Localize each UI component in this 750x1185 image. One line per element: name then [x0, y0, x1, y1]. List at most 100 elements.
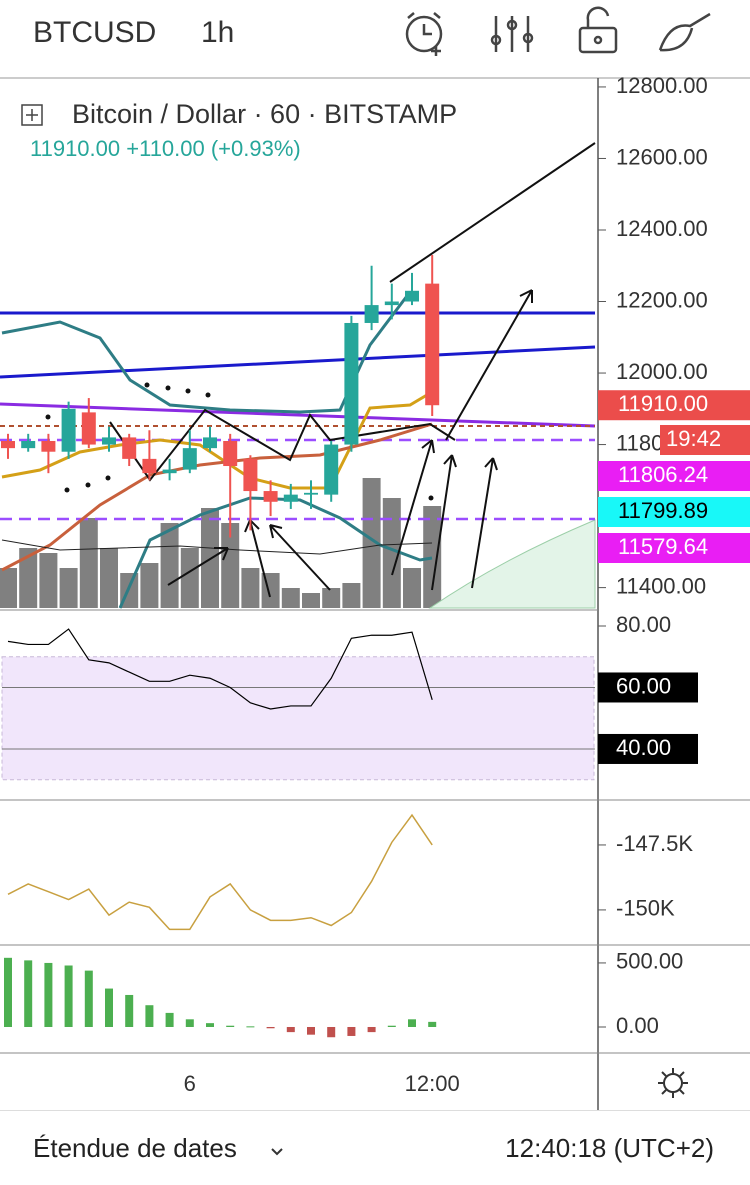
tick-badge — [598, 672, 698, 703]
footer: Étendue de dates 12:40:18 (UTC+2) — [0, 1110, 750, 1185]
candle-body — [243, 458, 258, 492]
candle-body — [324, 444, 339, 495]
candle-body — [384, 301, 399, 306]
candle-body — [283, 494, 298, 502]
volume-bar — [160, 523, 179, 608]
psar-dots — [45, 382, 434, 501]
indicator-line — [7, 628, 433, 710]
tick-badge — [598, 733, 698, 764]
trend-line — [0, 345, 596, 379]
volume-bar — [100, 548, 118, 608]
symbol[interactable]: BTCUSD — [33, 16, 156, 49]
histogram-bar — [185, 1019, 194, 1027]
volume-bar — [0, 568, 17, 608]
histogram-bar — [246, 1026, 255, 1028]
candle-body — [304, 492, 318, 495]
volume-bar — [180, 548, 199, 608]
volume-bar — [281, 588, 300, 608]
price-badge-label: 11806.24 — [618, 462, 708, 487]
histogram-bar — [428, 1021, 437, 1027]
chevron — [271, 1148, 283, 1156]
histogram-bar — [4, 957, 12, 1027]
histogram-bar — [327, 1026, 336, 1038]
candle-body — [81, 412, 96, 445]
histogram-bar — [64, 965, 73, 1027]
draw-icon[interactable] — [658, 12, 711, 52]
y-tick-label: -147.5K — [616, 831, 693, 856]
y-tick-label: 40.00 — [616, 735, 671, 760]
y-tick-label: 12800.00 — [616, 73, 708, 98]
volume-average — [1, 539, 433, 555]
legend-quote: 11910.00 +110.00 (+0.93%) — [30, 136, 301, 161]
y-tick-label: 500.00 — [616, 949, 683, 974]
candle-body — [182, 448, 197, 470]
rsi-band — [1, 656, 595, 781]
y-tick-label: 12600.00 — [616, 144, 708, 169]
lock-icon[interactable] — [578, 6, 618, 54]
y-tick-label: -150K — [616, 896, 675, 921]
y-tick-label: 12400.00 — [616, 216, 708, 241]
alarm-icon[interactable] — [405, 12, 443, 56]
volume-bar — [140, 563, 159, 608]
settings-icon[interactable] — [663, 1073, 683, 1093]
moving-average — [1, 422, 433, 572]
candle-body — [21, 440, 36, 449]
histogram-bar — [125, 994, 134, 1027]
candle-body — [162, 469, 177, 474]
candle-body — [364, 305, 379, 323]
countdown-badge — [660, 425, 750, 455]
histogram-bar — [226, 1025, 235, 1027]
cloud — [428, 519, 596, 609]
indicator-line — [7, 813, 433, 931]
y-tick-label: 11400.00 — [616, 573, 706, 598]
candle-body — [1, 440, 15, 449]
y-tick-label: 80.00 — [616, 612, 671, 637]
price-badge-label: 11799.89 — [618, 498, 708, 523]
histogram-bar — [387, 1025, 396, 1027]
histogram-bar — [347, 1026, 356, 1036]
candle-body — [263, 491, 278, 502]
price-badge — [598, 533, 750, 563]
candle-body — [142, 458, 157, 474]
histogram-bar — [286, 1026, 295, 1033]
volume-bar — [382, 498, 401, 608]
date-range[interactable]: Étendue de dates — [33, 1133, 237, 1163]
volume-bar — [362, 478, 381, 608]
histogram-bar — [165, 1012, 174, 1027]
candle-body — [223, 440, 238, 467]
y-tick-label: 60.00 — [616, 673, 671, 698]
candle-body — [405, 290, 419, 302]
header-bg — [0, 0, 750, 78]
candle-body — [61, 408, 76, 452]
histogram-bar — [266, 1026, 275, 1029]
volume-bar — [423, 506, 442, 608]
histogram-bar — [307, 1026, 315, 1035]
candle-body — [425, 283, 440, 406]
histogram-bar — [206, 1023, 214, 1027]
interval[interactable]: 1h — [201, 16, 234, 49]
volume-bar — [19, 548, 38, 608]
volume-bar — [221, 523, 240, 608]
arrows — [109, 142, 596, 598]
y-tick-label: 12200.00 — [616, 287, 708, 312]
volume-bar — [342, 583, 361, 608]
indicators-icon[interactable] — [490, 16, 534, 52]
y-tick-label: 12000.00 — [616, 359, 708, 384]
histogram-bar — [84, 970, 93, 1027]
price-badge — [598, 461, 750, 491]
volume-bar — [59, 568, 78, 608]
trend-line — [0, 402, 596, 428]
chart: BTCUSD 1h — [0, 0, 750, 1110]
y-tick-label: 1180 — [616, 430, 663, 455]
volume-bar — [322, 588, 341, 608]
volume-bar — [403, 568, 421, 608]
clock[interactable]: 12:40:18 (UTC+2) — [505, 1133, 714, 1163]
candle-body — [344, 322, 359, 445]
collapse-button[interactable] — [21, 104, 43, 126]
settings-rays — [658, 1068, 688, 1098]
bollinger-lower — [118, 496, 433, 609]
collapse-icon — [26, 109, 38, 121]
countdown: 19:42 — [666, 426, 721, 451]
y-tick-label: 0.00 — [616, 1013, 659, 1038]
